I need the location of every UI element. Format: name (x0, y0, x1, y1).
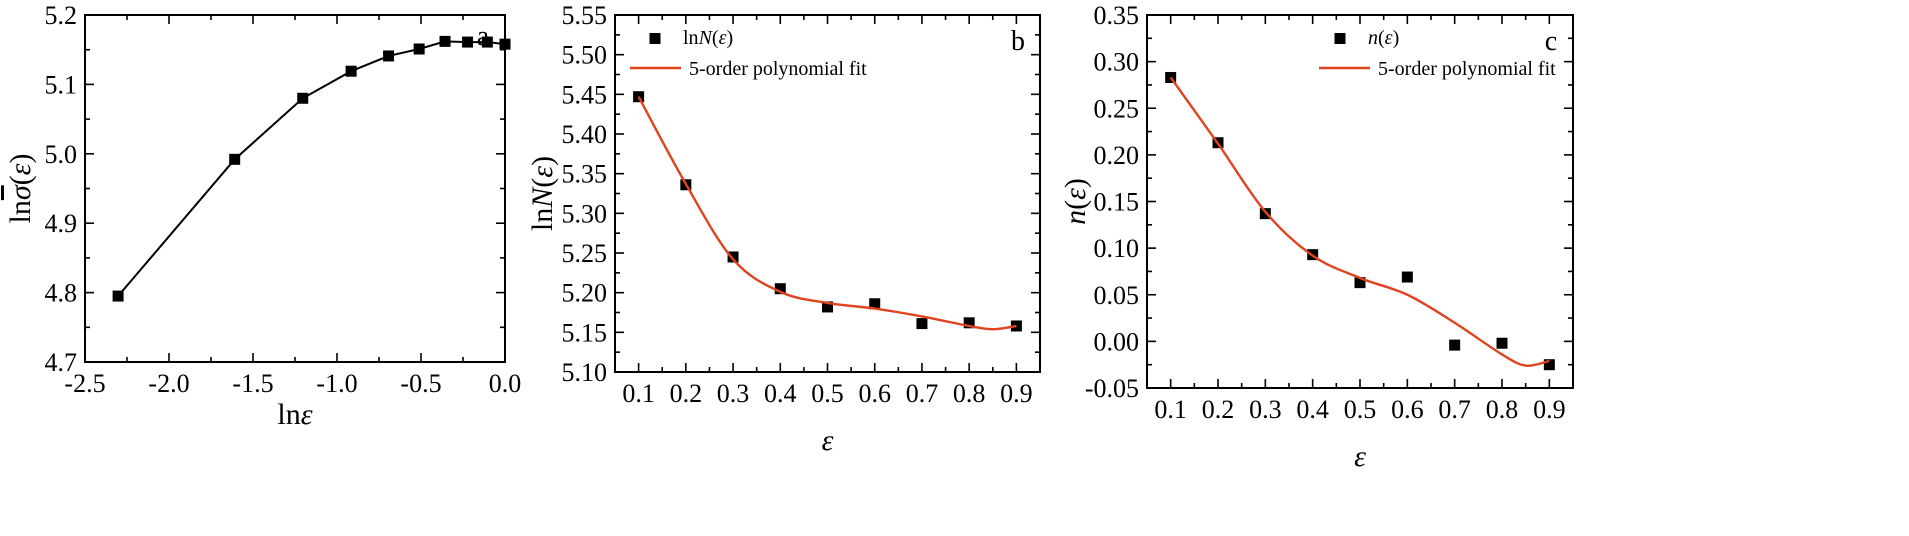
legend-marker (649, 33, 661, 44)
y-tick-label: 0.10 (1094, 234, 1140, 263)
data-point (869, 298, 881, 310)
y-tick-label: 5.40 (562, 120, 608, 149)
data-point (1543, 359, 1555, 371)
x-tick-label: 0.5 (811, 379, 844, 408)
x-tick-label: -1.0 (316, 369, 357, 398)
y-tick-label: 5.10 (562, 358, 608, 387)
x-tick-label: 0.1 (1154, 395, 1187, 424)
x-tick-label: 0.2 (670, 379, 703, 408)
data-point (297, 92, 309, 104)
panel-letter: c (1545, 26, 1557, 57)
panel-a: -2.5 -2.0 -1.5 -1.0 -0.5 0.0 4.7 4.8 4.9 5.0 5.1 5.… (4, 1, 521, 431)
y-axis-title: n(ε) (1059, 178, 1092, 225)
y-tick-label: 0.20 (1094, 141, 1140, 170)
legend-marker (1334, 33, 1346, 44)
x-tick-label: 0.5 (1344, 395, 1377, 424)
x-tick-label: 0.4 (1296, 395, 1329, 424)
y-tick-label: 5.25 (562, 239, 608, 268)
x-tick-label: 0.7 (906, 379, 939, 408)
y-tick-label: 0.00 (1094, 327, 1140, 356)
legend-label-data: lnN(ε) (683, 27, 733, 49)
y-tick-label: 0.35 (1094, 1, 1140, 30)
plot-frame (84, 14, 506, 363)
x-tick-label: -2.0 (148, 369, 189, 398)
data-point (112, 290, 124, 302)
data-point (727, 251, 739, 263)
y-tick-label: 5.55 (562, 1, 608, 30)
data-point (229, 153, 241, 165)
x-tick-label: 0.4 (764, 379, 797, 408)
data-point (481, 36, 493, 48)
panel-c: 0.1 0.2 0.3 0.4 0.5 0.6 0.7 0.8 0.9 -0.05 0.00 0.05… (1059, 1, 1574, 473)
legend: lnN(ε) 5-order polynomial fit (630, 27, 867, 80)
data-point (822, 301, 833, 313)
x-tick-label: 0.9 (1533, 395, 1566, 424)
data-point (774, 283, 786, 295)
panel-letter: b (1011, 26, 1025, 57)
x-tick-label: 0.3 (717, 379, 750, 408)
x-tick-label: 0.8 (1486, 395, 1519, 424)
data-point (916, 318, 928, 330)
y-tick-label: 4.8 (45, 279, 78, 308)
data-point (439, 35, 451, 47)
x-tick-label: 0.6 (858, 379, 891, 408)
y-tick-label: -0.05 (1085, 374, 1139, 403)
y-tick-label: 0.05 (1094, 281, 1140, 310)
legend-label-fit: 5-order polynomial fit (1378, 58, 1556, 80)
x-tick-label: -0.5 (400, 369, 441, 398)
y-tick-label: 5.1 (45, 70, 78, 99)
y-tick-label: 5.15 (562, 318, 608, 347)
fit-curve (1169, 76, 1550, 367)
x-tick-label: 0.8 (953, 379, 986, 408)
y-tick-label: 5.0 (45, 140, 78, 169)
data-point (383, 50, 395, 62)
y-tick-label: 0.15 (1094, 188, 1140, 217)
x-tick-label: 0.9 (1000, 379, 1033, 408)
data-point (1449, 339, 1461, 351)
x-tick-label: 0.2 (1202, 395, 1235, 424)
data-point (499, 38, 511, 50)
legend: n(ε) 5-order polynomial fit (1319, 27, 1556, 80)
y-tick-label: 4.9 (45, 209, 78, 238)
x-tick-label: -1.5 (232, 369, 273, 398)
series-line (117, 40, 506, 297)
y-tick-label: 0.25 (1094, 94, 1140, 123)
y-tick-label: 5.2 (45, 1, 78, 30)
data-point (1496, 337, 1508, 349)
x-axis-title: ε (822, 424, 834, 457)
fit-curve (637, 96, 1017, 331)
x-axis-title: ε (1354, 440, 1366, 473)
x-tick-label: 0.6 (1391, 395, 1424, 424)
panel-b: 0.1 0.2 0.3 0.4 0.5 0.6 0.7 0.8 0.9 5.10 5.15 5.20 5… (526, 1, 1041, 457)
y-tick-label: 5.50 (562, 41, 608, 70)
y-axis-title: lnσ(ε) (4, 154, 37, 224)
legend-label-fit: 5-order polynomial fit (689, 58, 867, 80)
legend-label-data: n(ε) (1368, 27, 1399, 49)
x-tick-label: 0.7 (1438, 395, 1471, 424)
data-point (413, 43, 425, 55)
data-point (963, 317, 975, 329)
y-axis-title: lnN(ε) (526, 156, 559, 231)
y-tick-label: 4.7 (45, 348, 78, 377)
x-tick-label: 0.1 (622, 379, 655, 408)
data-point (462, 36, 474, 48)
data-point (1401, 271, 1413, 283)
y-tick-label: 0.30 (1094, 48, 1140, 77)
x-tick-label: 0.3 (1249, 395, 1282, 424)
y-tick-label: 5.30 (562, 199, 608, 228)
y-tick-label: 5.35 (562, 160, 608, 189)
data-point (1354, 277, 1366, 289)
x-tick-label: -2.5 (64, 369, 105, 398)
x-axis-title: lnε (277, 398, 312, 431)
y-tick-label: 5.45 (562, 80, 608, 109)
data-point (1259, 208, 1271, 220)
data-point (345, 65, 357, 77)
x-tick-label: 0.0 (489, 369, 522, 398)
y-tick-label: 5.20 (562, 279, 608, 308)
